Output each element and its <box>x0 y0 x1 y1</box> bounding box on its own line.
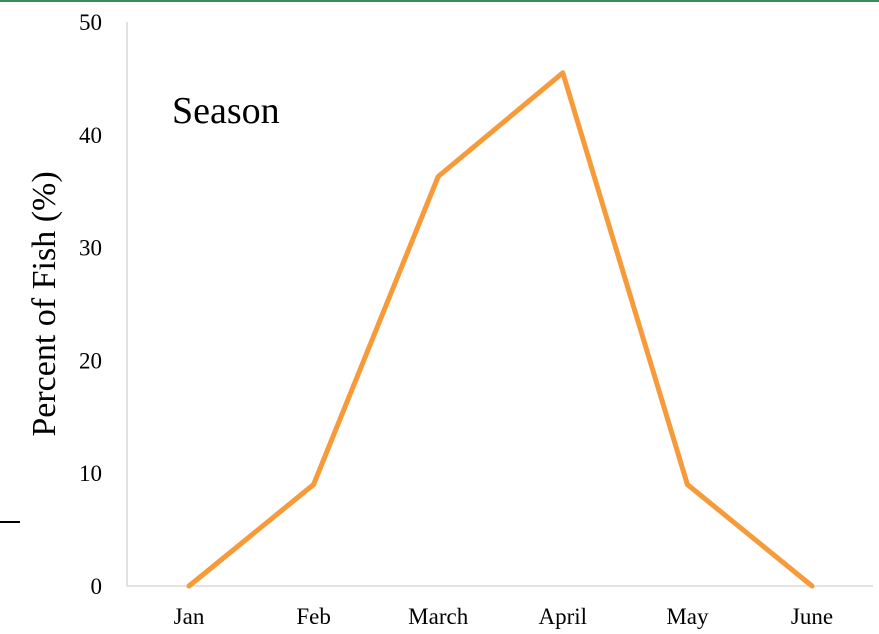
y-tick-label: 20 <box>79 348 102 373</box>
x-tick-label: March <box>408 604 469 629</box>
season-annotation: Season <box>172 90 280 132</box>
y-tick-label: 10 <box>79 461 102 486</box>
series-lines <box>186 70 815 589</box>
y-tick-label: 30 <box>79 236 102 261</box>
series-line <box>186 70 815 589</box>
x-tick-label: June <box>791 604 833 629</box>
x-tick-label: Jan <box>174 604 205 629</box>
x-tick-label: Feb <box>296 604 331 629</box>
x-tick-label: April <box>539 604 588 629</box>
y-tick-label: 0 <box>91 574 103 599</box>
y-axis-title: Percent of Fish (%) <box>26 171 63 436</box>
x-tick-label: May <box>666 604 709 629</box>
y-tick-label: 50 <box>79 10 102 35</box>
y-tick-labels: 0 10 20 30 40 50 <box>79 10 102 599</box>
x-tick-labels: Jan Feb March April May June <box>174 604 833 629</box>
y-tick-label: 40 <box>79 123 102 148</box>
